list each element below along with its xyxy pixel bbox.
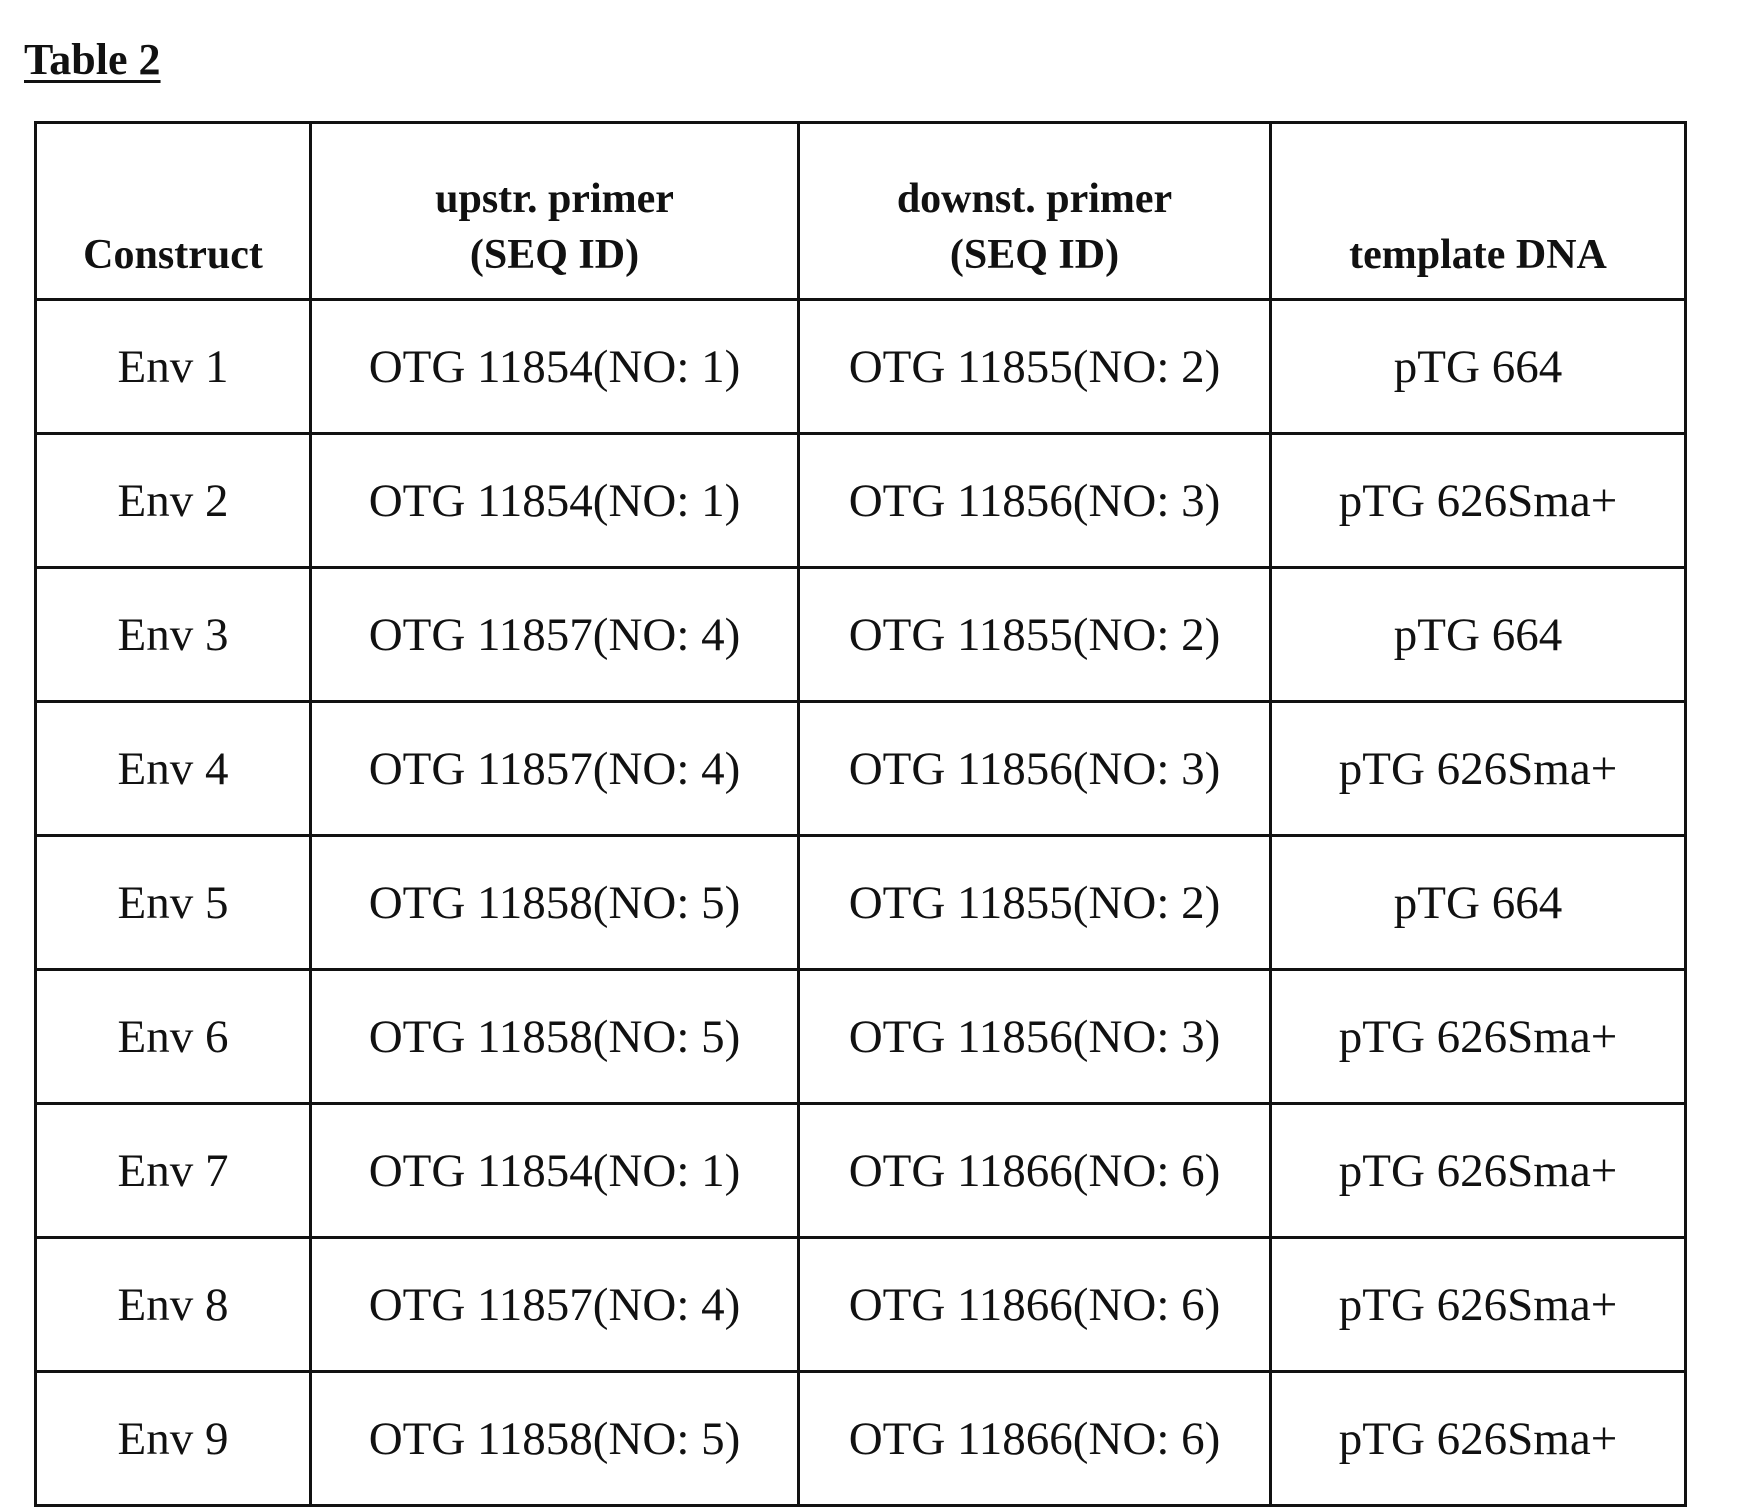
- header-text: (SEQ ID): [470, 232, 639, 278]
- table-row: Env 6OTG 11858(NO: 5)OTG 11856(NO: 3)pTG…: [36, 970, 1686, 1104]
- construct-cell: Env 7: [36, 1104, 311, 1238]
- downstream-primer-cell: OTG 11855(NO: 2): [799, 836, 1271, 970]
- upstream-primer-cell: OTG 11858(NO: 5): [311, 836, 799, 970]
- construct-cell: Env 3: [36, 568, 311, 702]
- construct-cell: Env 4: [36, 702, 311, 836]
- template-dna-cell: pTG 664: [1271, 836, 1686, 970]
- table-title: Table 2: [24, 34, 161, 85]
- downstream-primer-cell: OTG 11855(NO: 2): [799, 568, 1271, 702]
- construct-cell: Env 9: [36, 1372, 311, 1506]
- upstream-primer-cell: OTG 11858(NO: 5): [311, 970, 799, 1104]
- upstream-primer-cell: OTG 11858(NO: 5): [311, 1372, 799, 1506]
- header-text: downst. primer: [897, 176, 1172, 222]
- construct-cell: Env 5: [36, 836, 311, 970]
- downstream-primer-cell: OTG 11856(NO: 3): [799, 970, 1271, 1104]
- header-text: (SEQ ID): [950, 232, 1119, 278]
- template-dna-cell: pTG 626Sma+: [1271, 1372, 1686, 1506]
- table-row: Env 2OTG 11854(NO: 1)OTG 11856(NO: 3)pTG…: [36, 434, 1686, 568]
- table-row: Env 4OTG 11857(NO: 4)OTG 11856(NO: 3)pTG…: [36, 702, 1686, 836]
- construct-cell: Env 6: [36, 970, 311, 1104]
- header-downstream-primer: downst. primer (SEQ ID): [799, 123, 1271, 300]
- header-construct: Construct: [36, 123, 311, 300]
- table-row: Env 5OTG 11858(NO: 5)OTG 11855(NO: 2)pTG…: [36, 836, 1686, 970]
- downstream-primer-cell: OTG 11855(NO: 2): [799, 300, 1271, 434]
- table-row: Env 3OTG 11857(NO: 4)OTG 11855(NO: 2)pTG…: [36, 568, 1686, 702]
- upstream-primer-cell: OTG 11854(NO: 1): [311, 434, 799, 568]
- downstream-primer-cell: OTG 11866(NO: 6): [799, 1372, 1271, 1506]
- table-row: Env 8OTG 11857(NO: 4)OTG 11866(NO: 6)pTG…: [36, 1238, 1686, 1372]
- downstream-primer-cell: OTG 11856(NO: 3): [799, 434, 1271, 568]
- downstream-primer-cell: OTG 11866(NO: 6): [799, 1104, 1271, 1238]
- construct-cell: Env 1: [36, 300, 311, 434]
- table-row: Env 9OTG 11858(NO: 5)OTG 11866(NO: 6)pTG…: [36, 1372, 1686, 1506]
- header-text: Construct: [83, 232, 263, 278]
- table-row: Env 7OTG 11854(NO: 1)OTG 11866(NO: 6)pTG…: [36, 1104, 1686, 1238]
- downstream-primer-cell: OTG 11856(NO: 3): [799, 702, 1271, 836]
- template-dna-cell: pTG 626Sma+: [1271, 1238, 1686, 1372]
- template-dna-cell: pTG 664: [1271, 300, 1686, 434]
- upstream-primer-cell: OTG 11854(NO: 1): [311, 1104, 799, 1238]
- template-dna-cell: pTG 626Sma+: [1271, 434, 1686, 568]
- upstream-primer-cell: OTG 11854(NO: 1): [311, 300, 799, 434]
- template-dna-cell: pTG 626Sma+: [1271, 970, 1686, 1104]
- upstream-primer-cell: OTG 11857(NO: 4): [311, 568, 799, 702]
- construct-cell: Env 2: [36, 434, 311, 568]
- header-text: template DNA: [1349, 232, 1607, 278]
- table-row: Env 1OTG 11854(NO: 1)OTG 11855(NO: 2)pTG…: [36, 300, 1686, 434]
- primer-table: Construct upstr. primer (SEQ ID) downst. …: [34, 121, 1687, 1507]
- header-upstream-primer: upstr. primer (SEQ ID): [311, 123, 799, 300]
- header-text: upstr. primer: [435, 176, 674, 222]
- template-dna-cell: pTG 664: [1271, 568, 1686, 702]
- template-dna-cell: pTG 626Sma+: [1271, 702, 1686, 836]
- upstream-primer-cell: OTG 11857(NO: 4): [311, 1238, 799, 1372]
- header-template-dna: template DNA: [1271, 123, 1686, 300]
- template-dna-cell: pTG 626Sma+: [1271, 1104, 1686, 1238]
- upstream-primer-cell: OTG 11857(NO: 4): [311, 702, 799, 836]
- construct-cell: Env 8: [36, 1238, 311, 1372]
- downstream-primer-cell: OTG 11866(NO: 6): [799, 1238, 1271, 1372]
- header-row: Construct upstr. primer (SEQ ID) downst. …: [36, 123, 1686, 300]
